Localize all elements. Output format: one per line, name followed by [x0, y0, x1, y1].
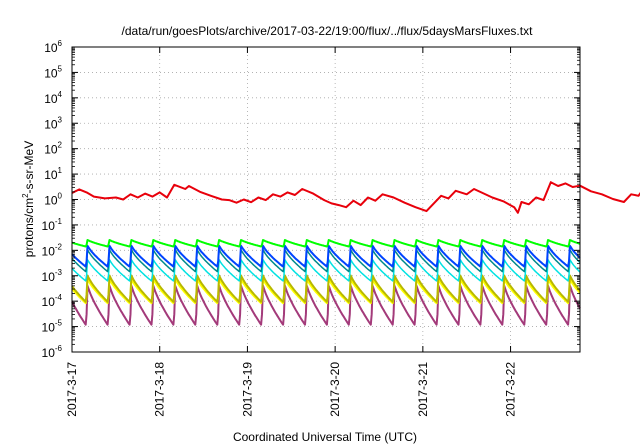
flux-series-line: [71, 259, 581, 282]
y-tick-label: 10-4: [42, 293, 63, 309]
y-tick-base: 10: [44, 66, 58, 80]
y-tick-label: 10-6: [42, 344, 63, 360]
x-tick-label: 2017-3-21: [416, 362, 430, 417]
y-axis-label-sup: 2: [21, 193, 30, 198]
chart-title: /data/run/goesPlots/archive/2017-03-22/1…: [122, 24, 534, 38]
y-tick-base: 10: [42, 270, 56, 284]
y-tick-base: 10: [42, 219, 56, 233]
y-tick-base: 10: [42, 346, 56, 360]
y-axis-label-prefix: protons/cm: [22, 198, 36, 257]
flux-series-line: [71, 244, 581, 268]
y-tick-label: 103: [44, 115, 62, 131]
y-tick-exponent: -5: [55, 319, 63, 328]
y-tick-exponent: -3: [55, 268, 63, 277]
y-tick-exponent: 1: [58, 166, 63, 175]
y-tick-label: 106: [44, 39, 62, 55]
flux-series-line: [71, 181, 640, 214]
y-tick-exponent: -1: [55, 217, 63, 226]
x-axis-label: Coordinated Universal Time (UTC): [233, 430, 417, 444]
y-tick-exponent: 5: [58, 64, 63, 73]
flux-series-line: [71, 277, 581, 305]
x-tick-label: 2017-3-18: [153, 362, 167, 417]
y-tick-base: 10: [44, 194, 58, 208]
y-tick-exponent: -2: [55, 242, 63, 251]
y-tick-label: 100: [44, 192, 62, 208]
y-tick-base: 10: [42, 321, 56, 335]
y-axis-label-suffix: -s-sr-MeV: [22, 141, 36, 194]
y-tick-exponent: 3: [58, 115, 63, 124]
y-tick-label: 10-2: [42, 242, 63, 258]
y-tick-label: 101: [44, 166, 62, 182]
y-tick-label: 102: [44, 141, 62, 157]
flux-series-line: [71, 274, 581, 303]
y-tick-exponent: 4: [58, 90, 63, 99]
x-tick-label: 2017-3-22: [504, 362, 518, 417]
y-tick-base: 10: [44, 41, 58, 55]
y-tick-base: 10: [44, 168, 58, 182]
y-tick-label: 104: [44, 90, 62, 106]
flux-series-line: [71, 249, 581, 273]
y-tick-exponent: 0: [58, 192, 63, 201]
series-layer: [71, 181, 640, 326]
y-tick-exponent: -4: [55, 293, 63, 302]
y-tick-exponent: 2: [58, 141, 63, 150]
y-tick-label: 10-5: [42, 319, 63, 335]
plot-frame: [71, 46, 581, 353]
y-tick-base: 10: [44, 92, 58, 106]
x-tick-label: 2017-3-20: [328, 362, 342, 417]
y-tick-exponent: 6: [58, 39, 63, 48]
y-tick-label: 10-3: [42, 268, 63, 284]
y-tick-base: 10: [42, 295, 56, 309]
y-tick-label: 105: [44, 64, 62, 80]
y-tick-base: 10: [42, 244, 56, 258]
x-tick-label: 2017-3-19: [240, 362, 254, 417]
y-tick-label: 10-1: [42, 217, 63, 233]
y-tick-base: 10: [44, 143, 58, 157]
y-tick-exponent: -6: [55, 344, 63, 353]
x-tick-labels: 2017-3-17 2017-3-18 2017-3-19 2017-3-20 2017…: [65, 362, 518, 417]
flux-series-line: [71, 239, 581, 248]
y-tick-labels: 10-610-510-410-310-210-11001011021031041…: [42, 39, 63, 360]
y-tick-base: 10: [44, 117, 58, 131]
flux-series-line: [71, 284, 581, 326]
y-axis-label: protons/cm2-s-sr-MeV: [21, 141, 36, 257]
x-tick-label: 2017-3-17: [65, 362, 79, 417]
